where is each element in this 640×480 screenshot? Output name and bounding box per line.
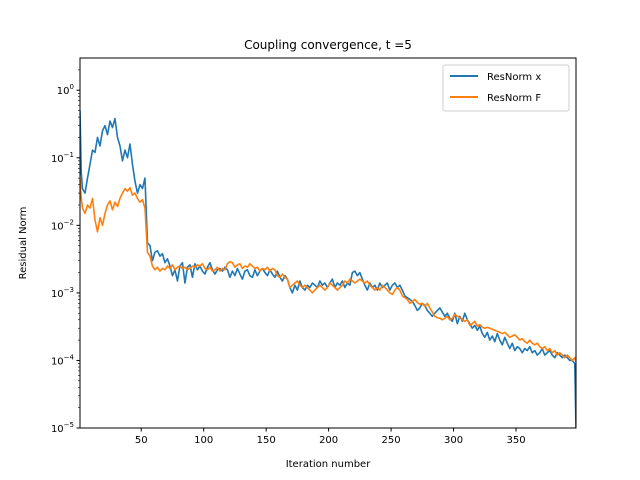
- plot-frame: [79, 57, 577, 429]
- y-tick-label: 10−3: [51, 286, 74, 300]
- legend-label-resnorm-x: ResNorm x: [487, 72, 541, 83]
- axes-layer: 50 100 150 200 250 300 350 10−5 10−4 10−3 10−2 10−1…: [51, 69, 526, 446]
- y-tick-label: 10−5: [51, 421, 74, 435]
- y-tick-label: 10−2: [51, 218, 74, 232]
- x-tick-label: 150: [257, 435, 276, 446]
- x-tick-label: 100: [194, 435, 213, 446]
- y-tick-label: 10−4: [51, 353, 75, 367]
- series-line-resnorm-f: [80, 178, 576, 363]
- y-axis-label: Residual Norm: [18, 207, 29, 280]
- x-tick-label: 300: [444, 435, 463, 446]
- series-layer: [80, 110, 576, 428]
- chart-title: Coupling convergence, t =5: [244, 38, 412, 52]
- y-tick-label: 10−1: [51, 151, 74, 165]
- x-axis-label: Iteration number: [286, 459, 372, 470]
- x-tick-label: 350: [506, 435, 525, 446]
- x-tick-label: 200: [319, 435, 338, 446]
- legend-label-resnorm-f: ResNorm F: [487, 93, 541, 104]
- x-tick-label: 50: [135, 435, 148, 446]
- x-tick-label: 250: [382, 435, 401, 446]
- y-tick-label: 100: [57, 83, 74, 97]
- legend: ResNorm x ResNorm F: [442, 64, 570, 112]
